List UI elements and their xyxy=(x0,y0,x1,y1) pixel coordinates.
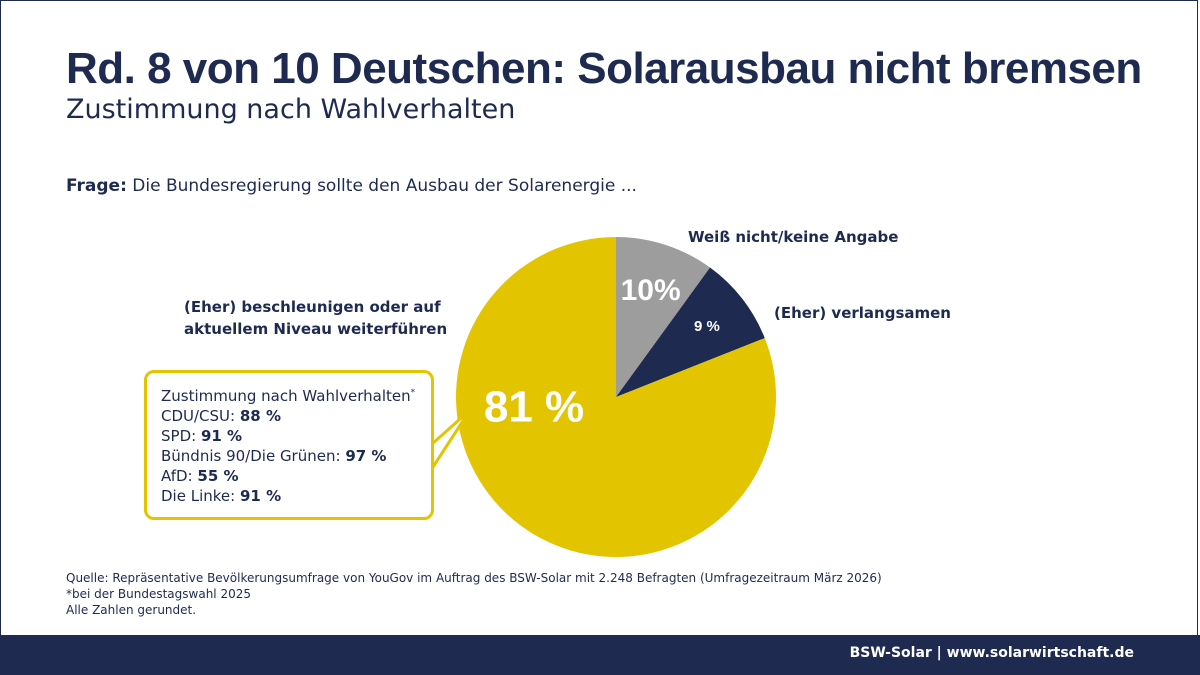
slice-label-dont-know: Weiß nicht/keine Angabe xyxy=(688,228,899,246)
page-subtitle: Zustimmung nach Wahlverhalten xyxy=(66,94,516,125)
slice-slow-down xyxy=(616,267,765,397)
callout-row-gruene: Bündnis 90/Die Grünen: 97 % xyxy=(161,446,417,466)
slice-value-slow-down: 9 % xyxy=(694,318,720,335)
callout-party: AfD: xyxy=(161,467,193,485)
slice-value-accelerate: 81 % xyxy=(484,383,584,432)
callout-value: 91 % xyxy=(200,427,243,445)
callout-party: Die Linke: xyxy=(161,487,236,505)
slice-label-accelerate-line1: (Eher) beschleunigen oder auf xyxy=(184,298,441,316)
footer-text: BSW-Solar | www.solarwirtschaft.de xyxy=(849,645,1134,661)
callout-party: Bündnis 90/Die Grünen: xyxy=(161,447,341,465)
callout-heading-text: Zustimmung nach Wahlverhalten xyxy=(161,387,411,405)
callout-value: 55 % xyxy=(197,467,239,485)
callout-heading-mark: * xyxy=(410,388,416,398)
callout-heading: Zustimmung nach Wahlverhalten* xyxy=(161,383,417,406)
footer-bar: BSW-Solar | www.solarwirtschaft.de xyxy=(0,635,1200,675)
callout-row-afd: AfD: 55 % xyxy=(161,466,417,486)
rounding-note: Alle Zahlen gerundet. xyxy=(66,603,197,617)
callout-party: SPD: xyxy=(161,427,197,445)
callout-row-linke: Die Linke: 91 % xyxy=(161,486,417,506)
slice-label-slow-down: (Eher) verlangsamen xyxy=(774,304,951,322)
question-text: Die Bundesregierung sollte den Ausbau de… xyxy=(132,176,637,196)
slice-accelerate xyxy=(456,237,776,558)
callout-value: 97 % xyxy=(345,447,387,465)
slice-dont-know xyxy=(616,237,711,397)
footnote-line: *bei der Bundestagswahl 2025 xyxy=(66,587,251,601)
callout-pointer xyxy=(429,408,472,471)
slice-value-dont-know: 10% xyxy=(621,274,681,307)
callout-party: CDU/CSU: xyxy=(161,407,236,425)
question: Frage: Die Bundesregierung sollte den Au… xyxy=(66,176,637,196)
page-title: Rd. 8 von 10 Deutschen: Solarausbau nich… xyxy=(66,44,1142,93)
source-note: Quelle: Repräsentative Bevölkerungsumfra… xyxy=(66,570,882,618)
callout-row-spd: SPD: 91 % xyxy=(161,426,417,446)
slice-label-accelerate: (Eher) beschleunigen oder auf aktuellem … xyxy=(184,296,447,340)
source-line: Quelle: Repräsentative Bevölkerungsumfra… xyxy=(66,571,882,585)
voting-callout: Zustimmung nach Wahlverhalten* CDU/CSU: … xyxy=(144,370,434,520)
callout-value: 91 % xyxy=(239,487,282,505)
callout-row-cdu: CDU/CSU: 88 % xyxy=(161,406,417,426)
slice-label-accelerate-line2: aktuellem Niveau weiterführen xyxy=(184,320,448,338)
question-prefix: Frage: xyxy=(66,176,127,196)
callout-value: 88 % xyxy=(239,407,282,425)
